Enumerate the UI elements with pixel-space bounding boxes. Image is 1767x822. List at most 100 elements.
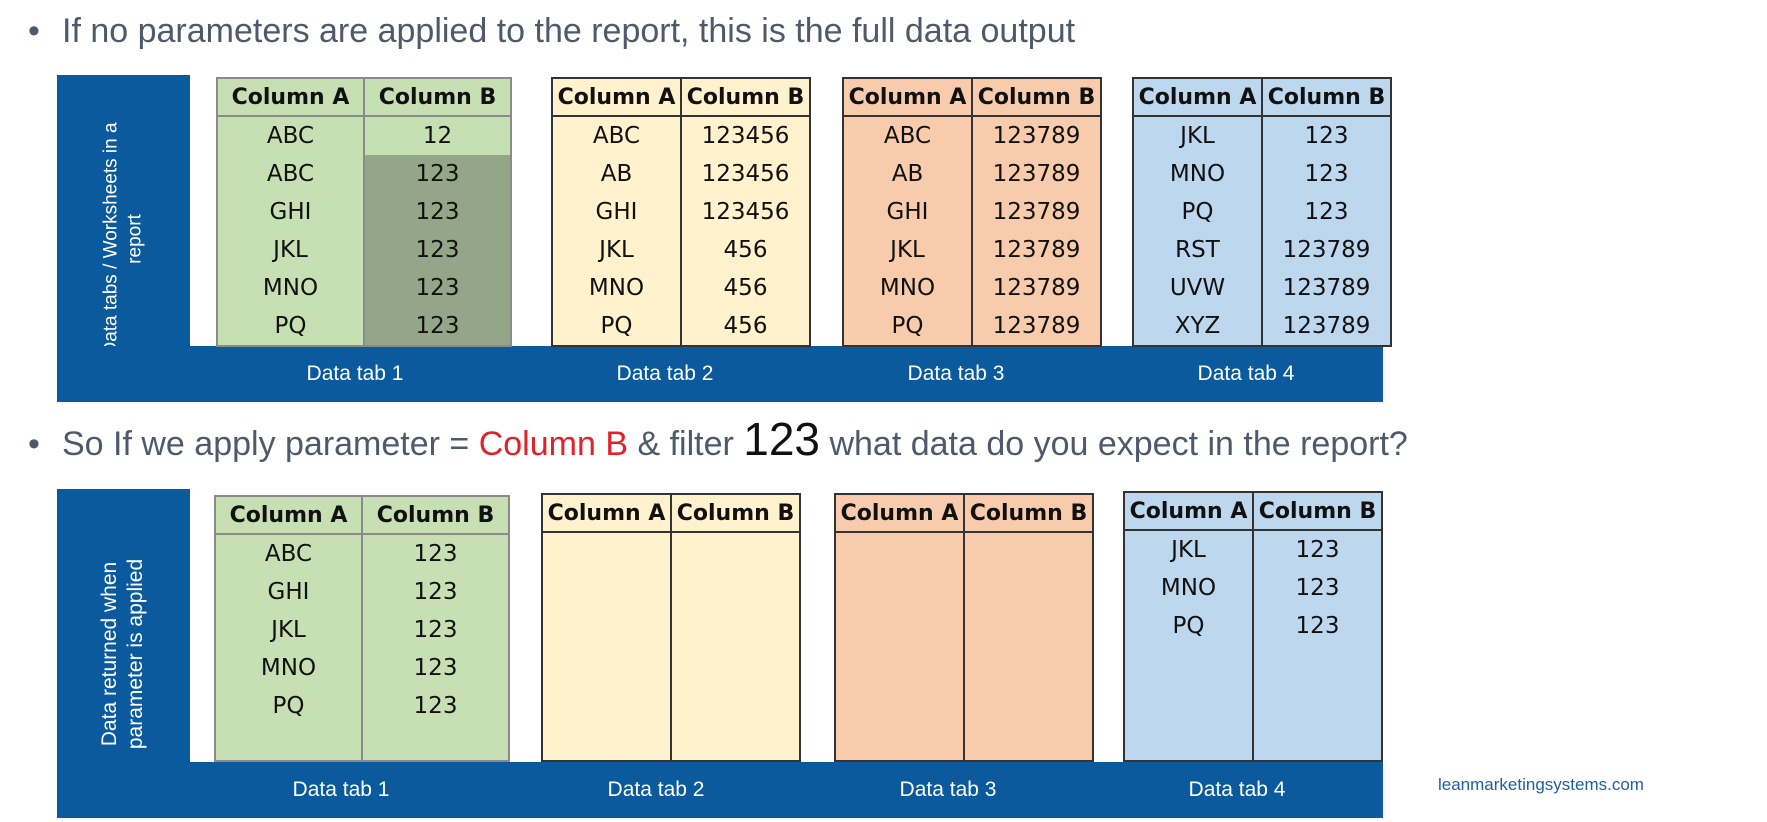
empty-cell	[670, 532, 801, 762]
table-cell: ABC	[842, 116, 973, 155]
table-cell: 123789	[971, 116, 1102, 155]
table-row: MNO 123	[1123, 569, 1383, 607]
table-cell: PQ	[1132, 193, 1263, 231]
empty-cell	[1123, 645, 1254, 762]
table-row: ABC 123789	[842, 116, 1102, 155]
table-row	[214, 725, 510, 762]
table-cell: GHI	[551, 193, 682, 231]
table-row: GHI 123	[216, 193, 512, 231]
table-cell: ABC	[551, 116, 682, 155]
table-row: XYZ 123789	[1132, 307, 1392, 347]
table-cell: JKL	[1123, 530, 1254, 569]
table-row: MNO 123	[214, 649, 510, 687]
table-cell: PQ	[551, 307, 682, 347]
panel-side-label: Data returned when parameter is applied	[97, 558, 147, 749]
table-cell: 456	[680, 307, 811, 347]
table-cell: 123789	[1261, 231, 1392, 269]
column-header: Column A	[541, 493, 672, 533]
empty-cell	[834, 532, 965, 762]
table-row: ABC 123	[214, 534, 510, 573]
bullet-question-suffix: what data do you expect in the report?	[820, 425, 1408, 463]
table-row	[541, 532, 801, 762]
table-cell: 123	[361, 649, 510, 687]
table-cell: ABC	[216, 155, 365, 193]
table-cell: 123789	[1261, 269, 1392, 307]
table-cell: UVW	[1132, 269, 1263, 307]
table-row: PQ 123789	[842, 307, 1102, 347]
highlighted-cell: 123	[363, 193, 512, 231]
table-cell: 123	[361, 534, 510, 573]
column-header: Column A	[1132, 77, 1263, 117]
table-row: PQ 123	[1123, 607, 1383, 645]
column-header: Column B	[1261, 77, 1392, 117]
table-cell: JKL	[214, 611, 363, 649]
table-cell: 123456	[680, 116, 811, 155]
table-cell: 123	[1261, 193, 1392, 231]
table-cell: 123789	[971, 231, 1102, 269]
table-row: ABC 12	[216, 116, 512, 155]
table-cell: 12	[363, 116, 512, 155]
panel-side-label: Data tabs / Worksheets in a report	[100, 121, 145, 356]
table-cell: JKL	[216, 231, 365, 269]
table-cell: RST	[1132, 231, 1263, 269]
table-row: AB 123456	[551, 155, 811, 193]
column-header: Column B	[971, 77, 1102, 117]
table-cell: GHI	[214, 573, 363, 611]
tab-label-2: Data tab 2	[607, 778, 705, 801]
highlighted-cell: 123	[363, 307, 512, 347]
empty-cell	[361, 725, 510, 762]
table-cell: ABC	[214, 534, 363, 573]
table-cell: PQ	[842, 307, 973, 347]
table-cell: ABC	[216, 116, 365, 155]
highlighted-cell: 123	[363, 269, 512, 307]
column-header: Column A	[214, 495, 363, 535]
bullet-question-middle: & filter	[628, 425, 744, 463]
table-row: JKL 123	[1123, 530, 1383, 569]
tab-label-1: Data tab 1	[306, 362, 404, 385]
table-cell: 123789	[1261, 307, 1392, 347]
filter-value: 123	[743, 413, 820, 465]
table-cell: PQ	[214, 687, 363, 725]
empty-cell	[963, 532, 1094, 762]
table-cell: MNO	[551, 269, 682, 307]
table-cell: 123	[1252, 530, 1383, 569]
panel-bottom-bar	[57, 346, 1383, 402]
column-header: Column A	[216, 77, 365, 117]
table-row: AB 123789	[842, 155, 1102, 193]
table-row: PQ 456	[551, 307, 811, 347]
highlighted-cell: 123	[363, 231, 512, 269]
table-cell: MNO	[214, 649, 363, 687]
table-cell: AB	[842, 155, 973, 193]
highlighted-cell: 123	[363, 155, 512, 193]
column-header: Column A	[1123, 491, 1254, 531]
table-cell: MNO	[1132, 155, 1263, 193]
column-header: Column B	[963, 493, 1094, 533]
data-table: Column A Column B JKL 123 MNO 123 PQ 123 RS…	[1132, 77, 1392, 347]
tab-label-3: Data tab 3	[907, 362, 1005, 385]
table-cell: PQ	[216, 307, 365, 347]
table-cell: MNO	[216, 269, 365, 307]
table-row: PQ 123	[214, 687, 510, 725]
bullet-full-output: • If no parameters are applied to the rep…	[28, 12, 1075, 51]
data-table: Column A Column B ABC 123 GHI 123 JKL 123 M…	[214, 495, 510, 762]
data-table: Column A Column B	[834, 493, 1094, 762]
bullet-marker: •	[28, 12, 40, 50]
parameter-name: Column B	[478, 425, 628, 463]
empty-cell	[1252, 645, 1383, 762]
empty-cell	[541, 532, 672, 762]
data-table: Column A Column B JKL 123 MNO 123 PQ 123	[1123, 491, 1383, 762]
table-row: RST 123789	[1132, 231, 1392, 269]
table-cell: JKL	[1132, 116, 1263, 155]
table-cell: JKL	[551, 231, 682, 269]
tab-label-2: Data tab 2	[616, 362, 714, 385]
site-credit: leanmarketingsystems.com	[1438, 775, 1644, 794]
table-cell: 123789	[971, 155, 1102, 193]
table-cell: GHI	[216, 193, 365, 231]
table-cell: PQ	[1123, 607, 1254, 645]
panel-bottom-bar	[57, 762, 1383, 818]
empty-cell	[214, 725, 363, 762]
table-cell: 123	[361, 687, 510, 725]
column-header: Column B	[1252, 491, 1383, 531]
table-cell: 456	[680, 269, 811, 307]
table-row: MNO 456	[551, 269, 811, 307]
